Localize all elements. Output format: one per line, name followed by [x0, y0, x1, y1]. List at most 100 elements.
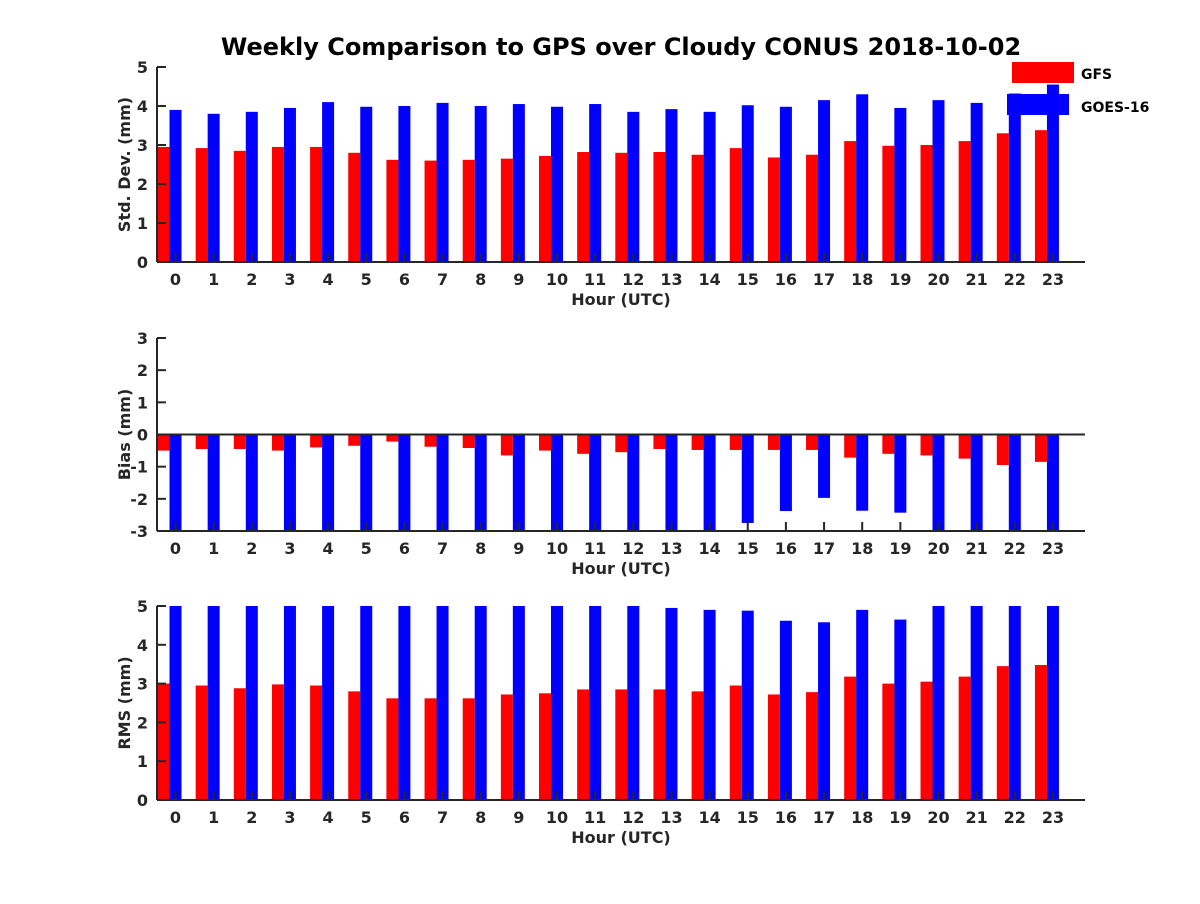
x-tick-label: 19: [889, 270, 911, 289]
x-tick-label: 14: [698, 539, 720, 558]
x-tick-label: 9: [513, 808, 524, 827]
bar-goes-16-hour-14: [703, 111, 716, 262]
x-axis-label: Hour (UTC): [571, 559, 671, 578]
y-tick-label: 5: [137, 597, 148, 616]
bar-gfs-hour-14: [691, 434, 704, 450]
bar-goes-16-hour-6: [398, 606, 411, 800]
bar-gfs-hour-8: [462, 159, 475, 262]
x-axis-label: Hour (UTC): [571, 290, 671, 309]
legend-label-gfs: GFS: [1081, 67, 1112, 83]
bar-gfs-hour-3: [271, 684, 284, 800]
bar-goes-16-hour-13: [665, 607, 678, 800]
x-tick-label: 12: [622, 270, 644, 289]
bar-gfs-hour-17: [806, 692, 819, 800]
x-tick-label: 12: [622, 808, 644, 827]
x-tick-label: 16: [775, 539, 797, 558]
bar-goes-16-hour-16: [779, 106, 792, 262]
x-tick-label: 5: [361, 539, 372, 558]
y-tick-label: -2: [130, 490, 148, 509]
bar-gfs-hour-0: [157, 146, 170, 262]
bar-goes-16-hour-14: [703, 434, 716, 531]
bar-gfs-hour-22: [996, 666, 1009, 800]
x-tick-label: 8: [475, 539, 486, 558]
bar-gfs-hour-18: [844, 676, 857, 800]
bar-gfs-hour-11: [577, 152, 590, 262]
bar-goes-16-hour-9: [512, 434, 525, 531]
x-tick-label: 3: [284, 539, 295, 558]
bar-goes-16-hour-13: [665, 434, 678, 531]
bar-goes-16-hour-6: [398, 106, 411, 262]
bar-goes-16-hour-1: [207, 113, 220, 262]
bar-goes-16-hour-19: [894, 107, 907, 262]
bar-gfs-hour-8: [462, 434, 475, 449]
bar-goes-16-hour-0: [169, 606, 182, 800]
bar-gfs-hour-2: [233, 688, 246, 800]
bar-goes-16-hour-11: [589, 104, 602, 262]
legend-swatch-gfs: [1012, 62, 1074, 83]
x-tick-label: 7: [437, 539, 448, 558]
bar-goes-16-hour-21: [970, 606, 983, 800]
y-tick-label: 3: [137, 136, 148, 155]
bar-goes-16-hour-22: [1008, 434, 1021, 531]
y-axis-label: Std. Dev. (mm): [115, 97, 134, 232]
x-tick-label: 10: [546, 539, 568, 558]
bar-goes-16-hour-10: [551, 434, 563, 531]
bar-goes-16-hour-11: [589, 606, 602, 800]
bar-goes-16-hour-22: [1008, 606, 1021, 800]
x-tick-label: 13: [660, 808, 682, 827]
x-tick-label: 3: [284, 270, 295, 289]
x-tick-label: 20: [927, 808, 949, 827]
x-tick-label: 6: [399, 270, 410, 289]
bar-goes-16-hour-4: [322, 102, 335, 262]
x-tick-label: 11: [584, 808, 606, 827]
bar-gfs-hour-5: [348, 434, 361, 446]
x-tick-label: 16: [775, 808, 797, 827]
bar-gfs-hour-20: [920, 145, 933, 262]
bar-gfs-hour-19: [882, 683, 895, 800]
bar-goes-16-hour-8: [474, 434, 487, 531]
x-tick-label: 18: [851, 808, 873, 827]
x-tick-label: 5: [361, 808, 372, 827]
x-tick-label: 16: [775, 270, 797, 289]
x-tick-label: 1: [208, 808, 219, 827]
x-tick-label: 0: [170, 270, 181, 289]
bar-goes-16-hour-3: [283, 606, 296, 800]
bar-goes-16-hour-11: [589, 434, 602, 531]
x-tick-label: 4: [323, 808, 334, 827]
bar-goes-16-hour-2: [245, 606, 258, 800]
bar-gfs-hour-11: [577, 689, 590, 800]
bar-goes-16-hour-18: [856, 609, 869, 800]
bar-gfs-hour-6: [386, 434, 399, 442]
bar-gfs-hour-1: [195, 685, 208, 800]
bar-goes-16-hour-1: [207, 606, 220, 800]
bar-goes-16-hour-10: [551, 606, 563, 800]
bar-goes-16-hour-0: [169, 109, 182, 263]
bar-goes-16-hour-19: [894, 434, 907, 513]
bar-gfs-hour-2: [233, 150, 246, 262]
x-tick-label: 4: [323, 270, 334, 289]
x-tick-label: 17: [813, 270, 835, 289]
x-tick-label: 23: [1042, 270, 1064, 289]
x-tick-label: 0: [170, 808, 181, 827]
bar-gfs-hour-7: [424, 434, 437, 447]
bar-goes-16-hour-3: [283, 107, 296, 262]
bar-gfs-hour-17: [806, 434, 819, 450]
x-tick-label: 1: [208, 539, 219, 558]
bar-gfs-hour-18: [844, 434, 857, 458]
x-tick-label: 2: [246, 270, 257, 289]
y-tick-label: 0: [137, 253, 148, 272]
bar-gfs-hour-7: [424, 698, 437, 800]
bar-gfs-hour-2: [233, 434, 246, 449]
bar-gfs-hour-9: [500, 434, 513, 456]
bar-gfs-hour-12: [615, 152, 628, 262]
x-tick-label: 15: [737, 808, 759, 827]
x-tick-label: 7: [437, 808, 448, 827]
bar-goes-16-hour-5: [360, 434, 373, 531]
bar-goes-16-hour-6: [398, 434, 411, 531]
x-tick-label: 9: [513, 539, 524, 558]
bar-gfs-hour-6: [386, 698, 399, 800]
legend: GFS GOES-16: [1007, 62, 1149, 116]
